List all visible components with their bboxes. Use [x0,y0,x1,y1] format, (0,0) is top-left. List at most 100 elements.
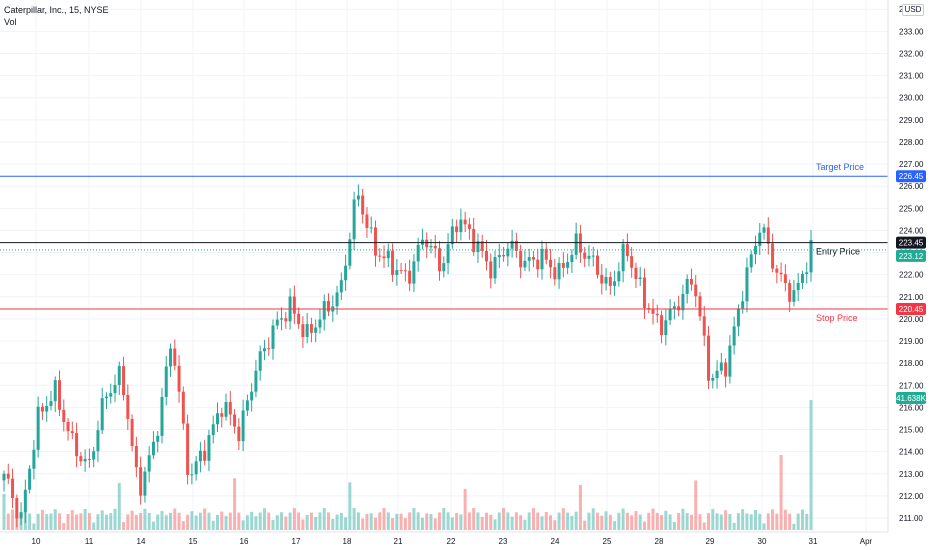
candle-body [45,405,49,412]
volume-bar [87,513,91,530]
candle-body [707,335,711,381]
volume-bar [75,514,79,530]
volume-bar [591,508,595,530]
volume-bar [570,515,574,530]
candle-body [62,409,66,422]
candle-body [732,326,736,346]
volume-bar [373,517,377,530]
candle-body [544,248,548,260]
volume-bar [378,512,382,530]
stop-price-badge [896,302,926,315]
volume-bar [467,512,471,530]
volume-bar [702,522,706,530]
volume-bar [689,514,693,530]
candle-body [160,396,164,436]
volume-bar [553,520,557,530]
volume-bar [271,519,275,530]
volume-bar [348,482,352,530]
volume-bar [783,509,787,530]
candle-body [685,278,689,294]
candle-body [314,327,318,333]
volume-bar [365,514,369,530]
volume-bar [446,512,450,530]
candle-body [15,497,19,519]
volume-bar [122,522,126,530]
chart-grid [0,0,888,532]
volume-bar [177,512,181,530]
volume-bar [245,515,249,530]
time-tick-label: 24 [551,537,560,546]
candle-body [442,263,446,272]
symbol-title: Caterpillar, Inc., 15, NYSE [4,5,109,15]
candle-body [356,195,360,200]
price-tick-label: 218.00 [899,359,924,368]
volume-bar [514,512,518,530]
candle-body [762,227,766,233]
candle-body [83,458,87,462]
volume-bar [664,510,668,530]
volume-bar [49,513,53,530]
volume-bar [194,515,198,530]
time-tick-label: 14 [137,537,146,546]
candle-body [151,441,155,456]
candle-body [339,280,343,293]
volume-bar [70,510,74,530]
time-tick-label: 22 [447,537,456,546]
candle-body [369,227,373,229]
candle-body [32,449,36,469]
candle-body [181,391,185,424]
volume-bar [186,514,190,530]
price-tick-label: 214.00 [899,448,924,457]
volume-bar [685,513,689,530]
volume-bar [58,513,62,530]
time-axis[interactable]: 10 11 14 15 16 17 18 21 22 23 24 25 28 29 30 31 Apr [32,537,873,546]
candle-body [630,256,634,268]
volume-bar [258,512,262,530]
volume-bar [779,455,783,530]
candle-body [484,250,488,262]
volume-bar [2,494,6,530]
candle-body [809,240,813,273]
volume-bar [732,522,736,530]
volume-bar [237,512,241,530]
candle-body [96,430,100,452]
candle-body [621,244,625,272]
volume-bar [335,514,339,530]
candle-body [728,345,732,377]
volume-bar [463,488,467,530]
candle-body [198,450,202,462]
candle-body [749,254,753,268]
price-axis[interactable]: 211.00 212.00 213.00 214.00 215.00 216.00 217.… [899,5,924,523]
volume-bar [117,483,121,530]
price-tick-label: 213.00 [899,470,924,479]
candle-body [664,320,668,335]
volume-bar [198,512,202,530]
candle-body [668,308,672,321]
volume-bar [758,513,762,530]
volume-bar [484,512,488,530]
volume-bar [792,523,796,530]
candle-body [79,456,83,462]
volume-bar [476,512,480,530]
volume-bar [600,515,604,530]
candle-body [215,413,219,425]
candle-body [284,318,288,322]
volume-bar [442,508,446,530]
price-tick-label: 232.00 [899,49,924,58]
volume-bar [40,509,44,530]
volume-bar [203,508,207,530]
volume-bar [809,400,813,530]
currency-button[interactable]: USD [902,4,924,16]
volume-bar [408,512,412,530]
candle-body [147,455,151,472]
candle-body [561,262,565,268]
candle-body [130,418,134,447]
candle-body [292,296,296,314]
volume-value-badge-text: 41.638K [896,394,926,403]
candle-body [11,478,15,498]
volume-bar [79,513,83,530]
candle-body [689,278,693,285]
candle-body [122,366,126,396]
volume-bar [297,512,301,530]
